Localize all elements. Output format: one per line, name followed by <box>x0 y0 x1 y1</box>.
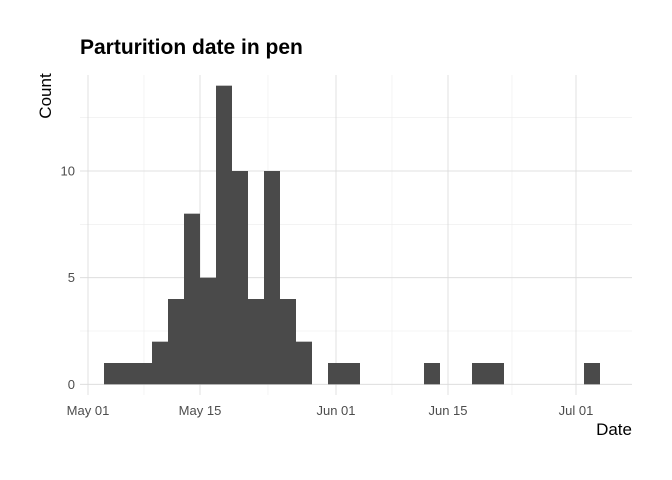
histogram-bar <box>168 299 184 385</box>
histogram-bar <box>152 341 168 385</box>
x-tick-label: Jun 15 <box>428 403 467 418</box>
histogram-bar <box>232 171 248 385</box>
histogram-bar <box>584 363 600 385</box>
y-tick-label: 0 <box>68 377 75 392</box>
y-tick-label: 5 <box>68 270 75 285</box>
histogram-bar <box>328 363 344 385</box>
histogram-bar <box>264 171 280 385</box>
histogram-bar <box>120 363 136 385</box>
x-tick-label: Jun 01 <box>316 403 355 418</box>
chart-title: Parturition date in pen <box>80 36 303 59</box>
histogram-bar <box>344 363 360 385</box>
y-tick-label: 10 <box>61 164 75 179</box>
histogram-bar <box>216 85 232 385</box>
histogram-bar <box>200 277 216 385</box>
histogram-bar <box>488 363 504 385</box>
histogram-bar <box>184 213 200 385</box>
x-tick-label: May 15 <box>179 403 222 418</box>
x-axis-label: Date <box>596 420 632 439</box>
histogram-bar <box>280 299 296 385</box>
histogram-bar <box>104 363 120 385</box>
histogram-bar <box>296 341 312 385</box>
histogram-bar <box>136 363 152 385</box>
x-tick-label: May 01 <box>67 403 110 418</box>
x-tick-label: Jul 01 <box>559 403 594 418</box>
histogram-bar <box>248 299 264 385</box>
histogram-bar <box>424 363 440 385</box>
histogram-bar <box>472 363 488 385</box>
